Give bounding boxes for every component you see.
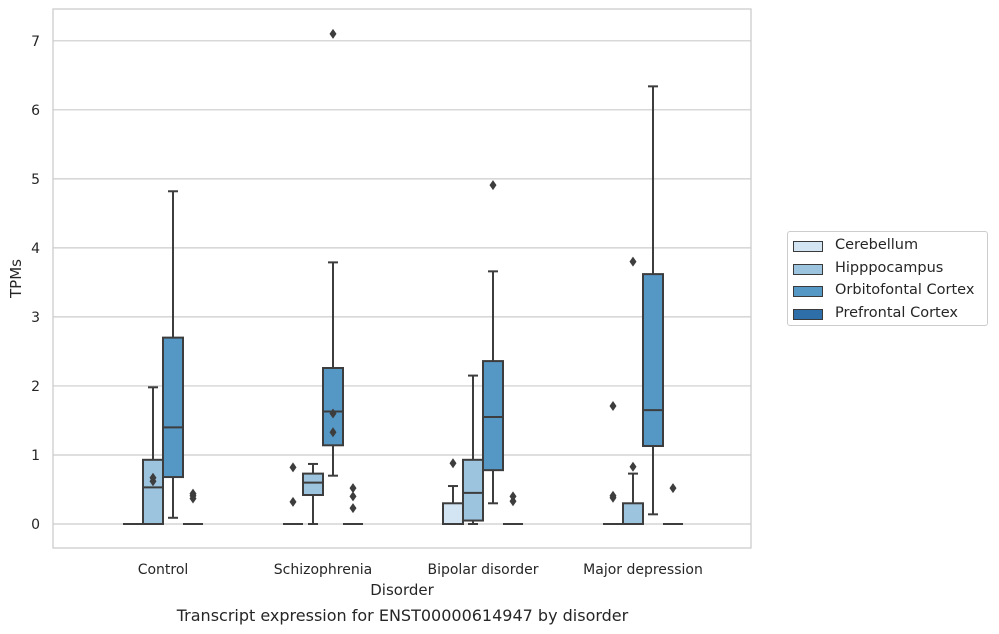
y-tick-label: 6 [31, 103, 40, 119]
legend-item-hippocampus: Hipppocampus [788, 259, 987, 282]
x-tick-label: Schizophrenia [274, 562, 372, 578]
legend-swatch [793, 308, 823, 320]
x-tick-label: Control [138, 562, 189, 578]
figure-caption: Transcript expression for ENST0000061494… [176, 606, 629, 625]
box-iqr [322, 366, 344, 447]
legend-swatch [793, 263, 823, 275]
y-tick-label: 1 [31, 448, 40, 464]
box-iqr [142, 458, 164, 525]
legend-label: Hipppocampus [835, 259, 944, 276]
box-iqr [442, 502, 464, 525]
box-orbitofontal-cortex-0 [162, 190, 184, 519]
box-iqr [462, 458, 484, 522]
outlier-point [489, 180, 497, 191]
box-iqr [302, 472, 324, 497]
box-prefrontal-cortex-0 [183, 488, 203, 525]
box-hipppocampus-0 [142, 386, 164, 525]
x-tick-label: Bipolar disorder [427, 562, 538, 578]
y-tick-label: 7 [31, 34, 40, 50]
outlier-point [189, 493, 197, 504]
x-tick-label: Major depression [583, 562, 703, 578]
box-orbitofontal-cortex-2 [482, 180, 504, 505]
outlier-point [349, 491, 357, 502]
outlier-point [629, 256, 637, 267]
y-tick-label: 2 [31, 379, 40, 395]
outlier-point [669, 483, 677, 494]
y-tick-label: 3 [31, 310, 40, 326]
legend-item-orbitofrontal-cortex: Orbitofontal Cortex [788, 281, 987, 304]
outlier-point [329, 28, 337, 39]
plot-area-frame [52, 8, 752, 549]
outlier-point [609, 492, 617, 503]
legend-label: Orbitofontal Cortex [835, 282, 975, 298]
outlier-point [349, 503, 357, 514]
x-axis-ticks: Control Schizophrenia Bipolar disorder Majo… [138, 562, 703, 578]
outlier-point [449, 458, 457, 469]
box-iqr [642, 273, 664, 447]
box-prefrontal-cortex-1 [343, 483, 363, 525]
y-tick-label: 0 [31, 517, 40, 533]
legend-label: Prefrontal Cortex [835, 304, 958, 321]
box-orbitofontal-cortex-3 [642, 85, 664, 516]
legend-item-cerebellum: Cerebellum [788, 236, 987, 259]
outlier-point [289, 462, 297, 473]
box-prefrontal-cortex-2 [503, 491, 523, 525]
box-prefrontal-cortex-3 [663, 483, 683, 525]
outlier-point [289, 496, 297, 507]
y-axis-ticks: 0 1 2 3 4 5 6 7 [31, 34, 40, 533]
outlier-point [609, 400, 617, 411]
y-tick-label: 4 [31, 241, 40, 257]
outlier-point [349, 483, 357, 494]
chart-legend: Cerebellum Hipppocampus Orbitofontal Cor… [787, 231, 988, 326]
box-orbitofontal-cortex-1 [322, 28, 344, 477]
y-axis-label: TPMs [7, 259, 25, 299]
outlier-point [329, 427, 337, 438]
box-cerebellum-3 [603, 400, 623, 525]
outlier-point [329, 408, 337, 419]
outlier-point [149, 476, 157, 487]
box-iqr [482, 360, 504, 472]
box-plots [123, 28, 683, 525]
box-hipppocampus-2 [462, 374, 484, 525]
box-iqr [162, 336, 184, 479]
box-iqr [622, 502, 644, 525]
legend-label: Cerebellum [835, 237, 919, 253]
box-hipppocampus-1 [302, 462, 324, 525]
legend-swatch [793, 286, 823, 297]
box-cerebellum-2 [442, 458, 464, 525]
y-tick-label: 5 [31, 172, 40, 188]
outlier-point [629, 461, 637, 472]
outlier-point [509, 496, 517, 507]
legend-item-prefrontal-cortex: Prefrontal Cortex [788, 304, 987, 327]
x-axis-label: Disorder [370, 581, 434, 599]
box-hipppocampus-3 [622, 256, 644, 525]
legend-swatch [793, 241, 823, 252]
box-cerebellum-1 [283, 462, 303, 525]
